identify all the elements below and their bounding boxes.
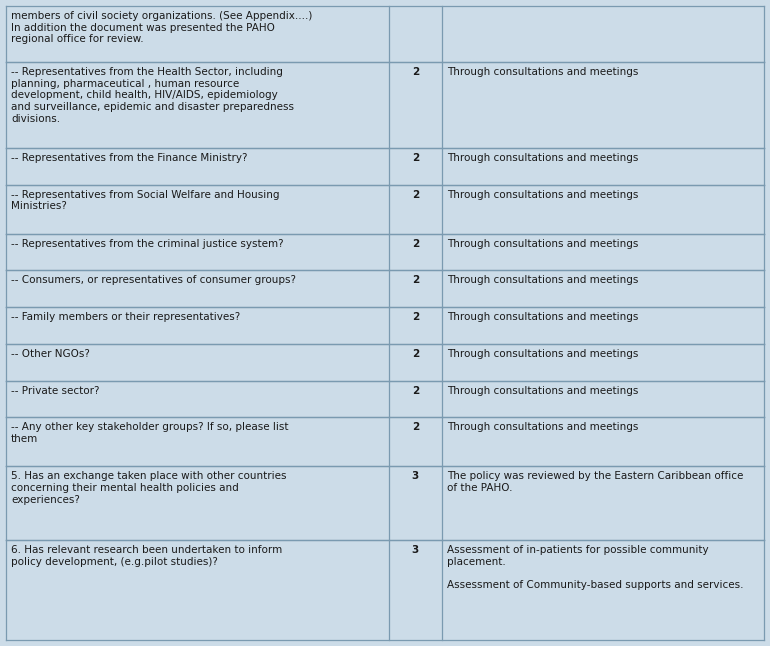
Text: -- Consumers, or representatives of consumer groups?: -- Consumers, or representatives of cons… [11, 275, 296, 286]
Text: Through consultations and meetings: Through consultations and meetings [447, 312, 638, 322]
Bar [389, 185, 442, 234]
Text: 6. Has relevant research been undertaken to inform
policy development, (e.g.pilo: 6. Has relevant research been undertaken… [11, 545, 283, 567]
Text: members of civil society organizations. (See Appendix....)
In addition the docum: members of civil society organizations. … [11, 11, 313, 44]
Bar [442, 234, 764, 271]
Bar [6, 344, 389, 380]
Text: Through consultations and meetings: Through consultations and meetings [447, 190, 638, 200]
Text: Through consultations and meetings: Through consultations and meetings [447, 386, 638, 396]
Text: -- Any other key stakeholder groups? If so, please list
them: -- Any other key stakeholder groups? If … [11, 422, 289, 444]
Bar [6, 466, 389, 540]
Text: 5. Has an exchange taken place with other countries
concerning their mental heal: 5. Has an exchange taken place with othe… [11, 472, 286, 505]
Bar [6, 6, 389, 62]
Bar [389, 417, 442, 466]
Bar [442, 62, 764, 148]
Bar [442, 540, 764, 640]
Bar [6, 62, 389, 148]
Bar [6, 271, 389, 307]
Bar [389, 466, 442, 540]
Text: Assessment of in-patients for possible community
placement.

Assessment of Commu: Assessment of in-patients for possible c… [447, 545, 743, 590]
Bar [389, 380, 442, 417]
Bar [6, 417, 389, 466]
Bar [442, 185, 764, 234]
Bar [6, 185, 389, 234]
Bar [389, 234, 442, 271]
Text: 2: 2 [412, 238, 419, 249]
Text: -- Representatives from the criminal justice system?: -- Representatives from the criminal jus… [11, 238, 283, 249]
Text: 3: 3 [412, 472, 419, 481]
Bar [442, 6, 764, 62]
Bar [442, 307, 764, 344]
Text: 2: 2 [412, 422, 419, 432]
Bar [389, 344, 442, 380]
Text: Through consultations and meetings: Through consultations and meetings [447, 153, 638, 163]
Text: -- Other NGOs?: -- Other NGOs? [11, 349, 90, 359]
Text: Through consultations and meetings: Through consultations and meetings [447, 238, 638, 249]
Bar [442, 380, 764, 417]
Bar [389, 62, 442, 148]
Bar [389, 271, 442, 307]
Text: 2: 2 [412, 312, 419, 322]
Bar [442, 344, 764, 380]
Text: 2: 2 [412, 67, 419, 77]
Text: -- Private sector?: -- Private sector? [11, 386, 99, 396]
Text: Through consultations and meetings: Through consultations and meetings [447, 275, 638, 286]
Bar [6, 234, 389, 271]
Bar [389, 540, 442, 640]
Bar [6, 540, 389, 640]
Bar [389, 6, 442, 62]
Bar [442, 466, 764, 540]
Bar [6, 380, 389, 417]
Text: Through consultations and meetings: Through consultations and meetings [447, 67, 638, 77]
Text: -- Representatives from the Finance Ministry?: -- Representatives from the Finance Mini… [11, 153, 247, 163]
Text: Through consultations and meetings: Through consultations and meetings [447, 422, 638, 432]
Text: 2: 2 [412, 190, 419, 200]
Text: The policy was reviewed by the Eastern Caribbean office
of the PAHO.: The policy was reviewed by the Eastern C… [447, 472, 743, 493]
Text: Through consultations and meetings: Through consultations and meetings [447, 349, 638, 359]
Text: 2: 2 [412, 349, 419, 359]
Text: 3: 3 [412, 545, 419, 555]
Bar [389, 148, 442, 185]
Bar [442, 271, 764, 307]
Bar [6, 148, 389, 185]
Text: 2: 2 [412, 275, 419, 286]
Text: 2: 2 [412, 153, 419, 163]
Text: -- Representatives from Social Welfare and Housing
Ministries?: -- Representatives from Social Welfare a… [11, 190, 280, 211]
Bar [6, 307, 389, 344]
Text: -- Representatives from the Health Sector, including
planning, pharmaceutical , : -- Representatives from the Health Secto… [11, 67, 294, 123]
Bar [442, 148, 764, 185]
Bar [389, 307, 442, 344]
Text: 2: 2 [412, 386, 419, 396]
Bar [442, 417, 764, 466]
Text: -- Family members or their representatives?: -- Family members or their representativ… [11, 312, 240, 322]
